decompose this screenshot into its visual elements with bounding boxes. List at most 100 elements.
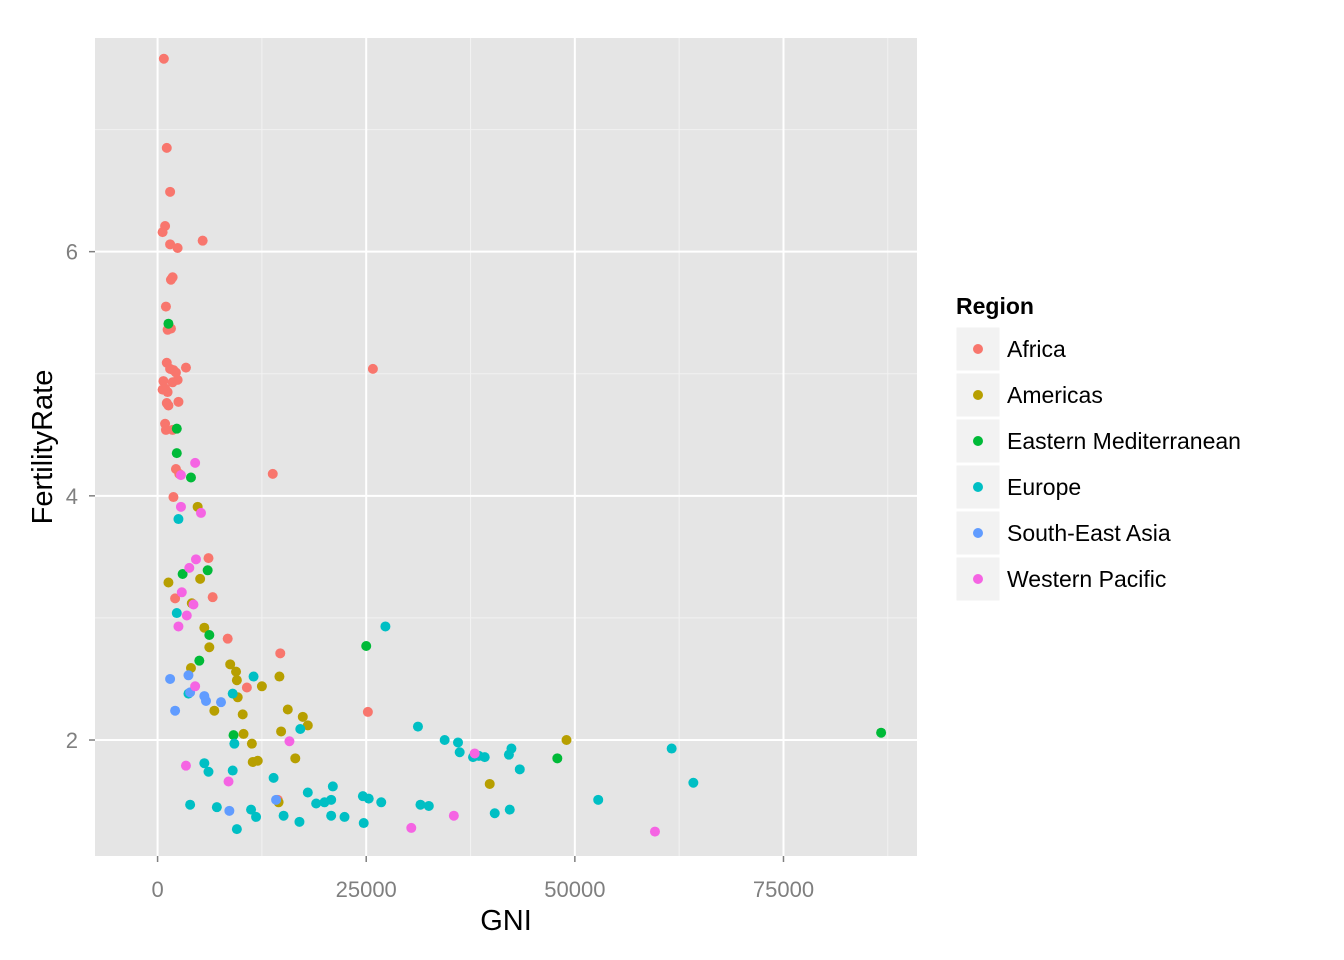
point-eastern-mediterranean <box>876 727 887 738</box>
point-europe <box>211 802 222 813</box>
point-americas <box>484 778 495 789</box>
point-south-east-asia <box>224 805 235 816</box>
point-eastern-mediterranean <box>171 448 182 459</box>
point-europe <box>358 818 369 829</box>
point-europe <box>231 824 242 835</box>
point-europe <box>171 608 182 619</box>
point-africa <box>197 235 208 246</box>
point-south-east-asia <box>183 670 194 681</box>
point-europe <box>173 514 184 525</box>
point-americas <box>231 666 242 677</box>
point-western-pacific <box>469 748 480 759</box>
legend-label: Americas <box>1007 382 1103 408</box>
point-europe <box>688 777 699 788</box>
point-europe <box>294 816 305 827</box>
point-europe <box>248 671 259 682</box>
point-western-pacific <box>176 587 187 598</box>
point-eastern-mediterranean <box>185 472 196 483</box>
point-western-pacific <box>406 822 417 833</box>
point-americas <box>297 711 308 722</box>
point-americas <box>237 709 248 720</box>
point-americas <box>204 642 215 653</box>
point-eastern-mediterranean <box>202 565 213 576</box>
point-americas <box>238 728 249 739</box>
point-eastern-mediterranean <box>228 730 239 741</box>
point-africa <box>267 468 278 479</box>
x-axis-ticks: 0 25000 50000 75000 <box>151 856 814 902</box>
point-americas <box>195 573 206 584</box>
point-africa <box>170 593 181 604</box>
legend-item-africa: Africa <box>955 326 1066 372</box>
point-eastern-mediterranean <box>163 318 174 329</box>
point-africa <box>158 53 169 64</box>
point-western-pacific <box>175 470 186 481</box>
point-western-pacific <box>184 562 195 573</box>
point-europe <box>268 772 279 783</box>
legend-swatch <box>973 436 983 446</box>
point-europe <box>363 793 374 804</box>
point-africa <box>172 374 183 385</box>
point-africa <box>161 142 172 153</box>
point-africa <box>207 592 218 603</box>
point-europe <box>251 811 262 822</box>
point-africa <box>222 633 233 644</box>
point-africa <box>165 186 176 197</box>
legend-item-europe: Europe <box>955 464 1081 510</box>
legend-item-western-pacific: Western Pacific <box>955 556 1166 602</box>
point-americas <box>256 681 267 692</box>
point-europe <box>593 794 604 805</box>
legend-item-eastern-mediterranean: Eastern Mediterranean <box>955 418 1241 464</box>
point-europe <box>376 797 387 808</box>
legend-label: Europe <box>1007 474 1081 500</box>
point-eastern-mediterranean <box>361 641 372 652</box>
point-africa <box>362 706 373 717</box>
point-europe <box>423 800 434 811</box>
legend-item-americas: Americas <box>955 372 1103 418</box>
point-western-pacific <box>649 826 660 837</box>
point-europe <box>327 781 338 792</box>
point-africa <box>173 396 184 407</box>
point-americas <box>252 755 263 766</box>
point-europe <box>203 766 214 777</box>
point-europe <box>227 688 238 699</box>
point-western-pacific <box>180 760 191 771</box>
x-tick-label: 50000 <box>544 877 605 902</box>
point-europe <box>380 621 391 632</box>
point-americas <box>163 577 174 588</box>
point-europe <box>229 738 240 749</box>
legend-label: Western Pacific <box>1007 566 1166 592</box>
legend-label: South-East Asia <box>1007 520 1171 546</box>
point-eastern-mediterranean <box>177 568 188 579</box>
point-europe <box>489 808 500 819</box>
point-eastern-mediterranean <box>194 655 205 666</box>
point-western-pacific <box>284 736 295 747</box>
legend: Region Africa Americas Eastern Mediterrane… <box>955 293 1241 602</box>
point-europe <box>302 787 313 798</box>
point-south-east-asia <box>200 695 211 706</box>
point-europe <box>246 804 257 815</box>
x-tick-label: 75000 <box>753 877 814 902</box>
point-africa <box>275 648 286 659</box>
point-europe <box>415 799 426 810</box>
point-americas <box>246 738 257 749</box>
point-europe <box>514 764 525 775</box>
point-western-pacific <box>188 599 199 610</box>
point-africa <box>203 553 214 564</box>
point-western-pacific <box>223 776 234 787</box>
point-africa <box>172 242 183 253</box>
point-europe <box>311 798 322 809</box>
legend-swatch <box>973 528 983 538</box>
point-africa <box>180 362 191 373</box>
legend-label: Africa <box>1007 336 1066 362</box>
point-europe <box>453 737 464 748</box>
point-europe <box>506 743 517 754</box>
point-south-east-asia <box>271 794 282 805</box>
point-americas <box>561 735 572 746</box>
point-africa <box>157 227 168 238</box>
point-europe <box>479 752 490 763</box>
legend-swatch <box>973 574 983 584</box>
point-africa <box>165 239 176 250</box>
point-europe <box>454 747 465 758</box>
point-americas <box>225 659 236 670</box>
point-europe <box>439 735 450 746</box>
